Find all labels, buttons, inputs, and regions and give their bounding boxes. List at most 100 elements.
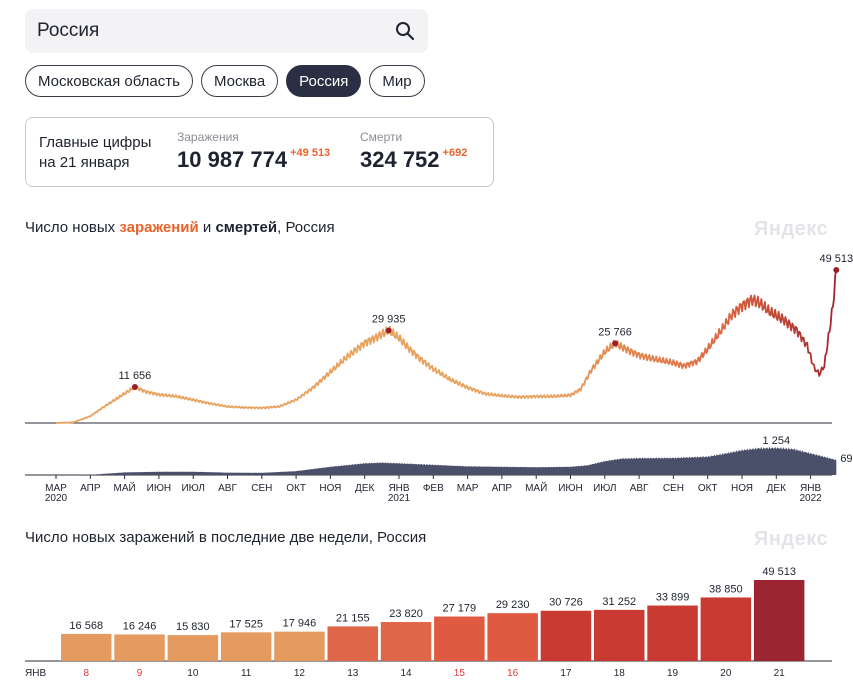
peak-label-infections-0: 11 656 bbox=[118, 370, 151, 382]
key-figures-caption: Главные цифры на 21 января bbox=[39, 134, 152, 171]
peak-marker-infections-0 bbox=[131, 383, 138, 390]
pill-russia[interactable]: Россия bbox=[286, 65, 362, 97]
x-tick-label-14: МАЙ bbox=[525, 481, 547, 494]
infections-value: 10 987 774 bbox=[177, 147, 288, 172]
peak-label-deaths-0: 1 254 bbox=[763, 435, 791, 447]
deaths-stat: Смерти 324 752 +692 bbox=[360, 130, 467, 173]
peak-label-infections-3: 49 513 bbox=[819, 253, 853, 265]
bar-value-label-19: 33 899 bbox=[656, 592, 690, 604]
month-label: ЯНВ bbox=[25, 668, 46, 679]
bar-11 bbox=[220, 632, 272, 661]
infections-stat: Заражения 10 987 774 +49 513 bbox=[177, 130, 330, 173]
infections-label: Заражения bbox=[177, 130, 239, 144]
deaths-label: Смерти bbox=[360, 130, 403, 144]
bar-12 bbox=[274, 631, 325, 661]
bar-value-label-8: 16 568 bbox=[69, 620, 103, 632]
bar-category-label-16: 16 bbox=[507, 668, 519, 679]
peak-label-infections-1: 29 935 bbox=[372, 313, 406, 325]
two-weeks-bar-chart: ЯНВ 16 568 8 16 246 9 15 830 10 17 525 11 17 946 1… bbox=[25, 566, 832, 679]
bar-value-label-10: 15 830 bbox=[176, 621, 210, 633]
x-tick-label-7: ОКТ bbox=[286, 483, 306, 494]
bar-value-label-13: 21 155 bbox=[336, 612, 370, 624]
bar-value-label-21: 49 513 bbox=[762, 566, 796, 578]
search-input[interactable]: Россия bbox=[37, 20, 100, 41]
bar-21 bbox=[753, 580, 805, 661]
x-tick-label-3: ИЮН bbox=[147, 483, 172, 494]
bar-category-label-10: 10 bbox=[187, 668, 199, 679]
pill-world[interactable]: Мир bbox=[369, 65, 425, 97]
bar-category-label-15: 15 bbox=[454, 668, 466, 679]
bar-17 bbox=[540, 610, 592, 661]
bar-category-label-21: 21 bbox=[774, 668, 786, 679]
bar-value-label-17: 30 726 bbox=[549, 597, 583, 609]
x-tick-label-1: АПР bbox=[80, 483, 101, 494]
x-tick-label-17: АВГ bbox=[630, 483, 649, 494]
bar-category-label-17: 17 bbox=[560, 668, 572, 679]
search-bar[interactable]: Россия bbox=[25, 9, 428, 53]
bar-16 bbox=[487, 613, 538, 661]
x-tick-label-2: МАЙ bbox=[114, 481, 136, 494]
x-tick-label-16: ИЮЛ bbox=[593, 483, 616, 494]
bar-category-label-19: 19 bbox=[667, 668, 679, 679]
pill-moscow[interactable]: Москва bbox=[200, 65, 279, 97]
bar-value-label-11: 17 525 bbox=[229, 618, 263, 630]
x-tick-year-0: 2020 bbox=[45, 493, 68, 504]
bar-value-label-9: 16 246 bbox=[123, 620, 157, 632]
bar-category-label-20: 20 bbox=[720, 668, 732, 679]
bar-14 bbox=[380, 622, 432, 661]
deaths-value: 324 752 bbox=[360, 147, 440, 172]
bar-value-label-14: 23 820 bbox=[389, 608, 423, 620]
x-tick-label-21: ДЕК bbox=[767, 483, 786, 494]
bar-category-label-18: 18 bbox=[614, 668, 626, 679]
bar-category-label-13: 13 bbox=[347, 668, 359, 679]
region-pills: Московская область Москва Россия Мир bbox=[25, 65, 425, 97]
bar-value-label-12: 17 946 bbox=[283, 618, 317, 630]
yandex-watermark: Яндекс bbox=[754, 218, 829, 240]
bar-category-label-11: 11 bbox=[241, 668, 252, 679]
bar-13 bbox=[327, 626, 378, 661]
chart2-title: Число новых заражений в последние две не… bbox=[25, 529, 427, 546]
bar-20 bbox=[700, 597, 752, 661]
x-tick-label-13: АПР bbox=[492, 483, 513, 494]
bar-category-label-12: 12 bbox=[294, 668, 306, 679]
yandex-watermark-2: Яндекс bbox=[754, 528, 829, 550]
bar-category-label-14: 14 bbox=[400, 668, 412, 679]
chart1-title: Число новых заражений и смертей, Россия bbox=[25, 219, 335, 236]
peak-label-infections-2: 25 766 bbox=[598, 326, 632, 338]
x-tick-year-10: 2021 bbox=[388, 493, 411, 504]
x-tick-label-11: ФЕВ bbox=[423, 483, 444, 494]
bar-18 bbox=[594, 609, 645, 661]
deaths-delta: +692 bbox=[442, 147, 468, 159]
bar-15 bbox=[434, 616, 485, 661]
x-tick-label-20: НОЯ bbox=[731, 483, 753, 494]
search-icon[interactable] bbox=[394, 20, 416, 42]
bar-value-label-20: 38 850 bbox=[709, 583, 743, 595]
x-tick-label-9: ДЕК bbox=[355, 483, 374, 494]
bar-8 bbox=[61, 633, 112, 661]
x-tick-label-5: АВГ bbox=[218, 483, 237, 494]
x-tick-label-18: СЕН bbox=[663, 483, 684, 494]
key-figures-card: Главные цифры на 21 января Заражения 10 … bbox=[25, 117, 494, 187]
x-tick-year-22: 2022 bbox=[799, 493, 822, 504]
infections-delta: +49 513 bbox=[290, 147, 331, 159]
peak-label-deaths-1: 692 bbox=[840, 453, 853, 465]
series-area-deaths bbox=[56, 446, 837, 475]
x-tick-label-12: МАР bbox=[457, 483, 479, 494]
x-tick-label-0: МАР bbox=[45, 483, 67, 494]
bar-9 bbox=[114, 634, 165, 661]
peak-marker-infections-3 bbox=[833, 267, 840, 273]
bar-value-label-18: 31 252 bbox=[602, 596, 636, 608]
x-tick-label-22: ЯНВ bbox=[800, 483, 821, 494]
peak-marker-infections-2 bbox=[612, 340, 619, 347]
bar-value-label-15: 27 179 bbox=[443, 603, 477, 615]
pill-moscow-region[interactable]: Московская область bbox=[25, 65, 193, 97]
bar-10 bbox=[167, 635, 219, 661]
bar-category-label-8: 8 bbox=[83, 668, 89, 679]
x-tick-label-19: ОКТ bbox=[698, 483, 718, 494]
bar-19 bbox=[647, 605, 698, 661]
bar-category-label-9: 9 bbox=[137, 668, 143, 679]
peak-marker-infections-1 bbox=[385, 327, 392, 334]
x-tick-label-10: ЯНВ bbox=[388, 483, 409, 494]
x-tick-label-6: СЕН bbox=[251, 483, 272, 494]
